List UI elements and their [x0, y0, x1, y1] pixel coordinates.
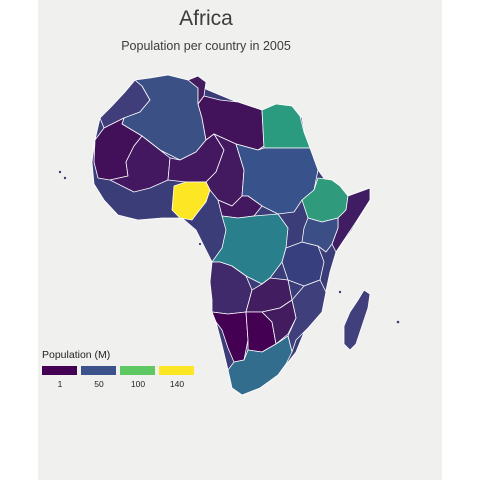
- legend-swatch-2: [81, 366, 116, 375]
- country-madagascar[interactable]: [343, 289, 371, 351]
- legend-swatch-3: [120, 366, 155, 375]
- country-zimbabwe[interactable]: [261, 299, 297, 345]
- country-nigeria[interactable]: [171, 181, 211, 221]
- island-cape-verde-1: [58, 170, 62, 174]
- legend-label-4: 140: [169, 379, 185, 389]
- island-sao-tome: [198, 242, 202, 246]
- country-tanzania[interactable]: [281, 241, 325, 287]
- country-south-africa[interactable]: [227, 335, 293, 396]
- island-comoros: [338, 290, 342, 294]
- country-sudan[interactable]: [235, 143, 319, 215]
- legend-swatch-1: [42, 366, 77, 375]
- legend-swatch-4: [159, 366, 194, 375]
- map-title: Africa: [179, 7, 233, 30]
- map-subtitle: Population per country in 2005: [121, 39, 291, 53]
- legend-title: Population (M): [42, 349, 111, 361]
- country-kenya[interactable]: [301, 217, 339, 253]
- legend-label-2: 50: [94, 379, 104, 389]
- legend-label-3: 100: [130, 379, 146, 389]
- country-somalia[interactable]: [331, 187, 371, 253]
- country-libya[interactable]: [197, 95, 265, 151]
- legend-label-1: 1: [57, 379, 63, 389]
- country-mali[interactable]: [109, 135, 171, 193]
- islands: [58, 170, 400, 324]
- island-mauritius: [396, 320, 400, 324]
- country-egypt[interactable]: [261, 103, 311, 149]
- island-cape-verde-2: [63, 176, 67, 180]
